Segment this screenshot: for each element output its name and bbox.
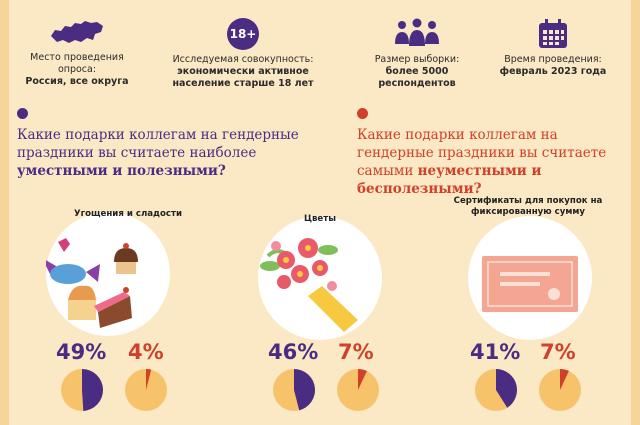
useless-flowers-pie-slice	[358, 369, 367, 390]
place-label: Место проведения опроса:	[30, 52, 124, 75]
category-certificates-label: Сертификаты для покупок на фиксированную…	[453, 196, 603, 217]
category-flowers-label: Цветы	[304, 214, 336, 224]
question-useless: Какие подарки коллегам на гендерные праз…	[357, 126, 627, 198]
header-place: Место проведения опроса: Россия, все окр…	[22, 18, 132, 88]
time-label: Время проведения:	[504, 54, 602, 65]
sweets-illustration-icon	[42, 238, 138, 328]
question-useful-bold: уместными и полезными?	[17, 163, 226, 179]
useful-pct-sweets: 49%	[56, 340, 107, 364]
header-sample: Размер выборки: более 5000 респондентов	[362, 18, 472, 90]
useless-pct-sweets: 4%	[128, 340, 164, 364]
sweets-circle	[42, 212, 170, 336]
flowers-circle	[258, 216, 382, 340]
audience-label: Исследуемая совокупность:	[172, 54, 314, 65]
left-edge	[0, 0, 9, 425]
question-useless-bold: неуместными и бесполезными?	[357, 163, 542, 197]
useless-pct-certificates: 7%	[540, 340, 576, 364]
sample-label: Размер выборки:	[374, 54, 460, 65]
header-audience: 18+ Исследуемая совокупность: экономичес…	[168, 18, 318, 90]
useful-pct-certificates: 41%	[470, 340, 521, 364]
useless-sweets-pie-slice	[146, 369, 152, 390]
question-useless-plain: Какие подарки коллегам на гендерные праз…	[357, 127, 607, 179]
question-useful: Какие подарки коллегам на гендерные праз…	[17, 126, 307, 180]
calendar-icon	[539, 19, 567, 48]
useful-pie-certificates	[475, 369, 517, 411]
audience-value: экономически активное население старше 1…	[172, 66, 314, 89]
category-sweets-label: Угощения и сладости	[74, 209, 182, 219]
useless-certificates-pie-slice	[560, 369, 569, 390]
useful-pie-sweets	[61, 369, 103, 411]
sample-value: более 5000 респондентов	[378, 66, 456, 89]
useful-flowers-pie-slice	[294, 369, 315, 411]
place-value: Россия, все округа	[25, 76, 129, 87]
useless-pie-flowers	[337, 369, 379, 411]
certificate-circle	[468, 216, 592, 340]
header-time: Время проведения: февраль 2023 года	[498, 18, 608, 78]
flowers-bouquet-icon	[260, 238, 358, 332]
useful-pie-flowers	[273, 369, 315, 411]
useless-pct-flowers: 7%	[338, 340, 374, 364]
useful-certificates-pie-slice	[496, 369, 517, 408]
people-group-icon	[395, 18, 439, 46]
time-value: февраль 2023 года	[499, 66, 607, 77]
useful-sweets-pie-slice	[82, 369, 103, 411]
right-edge	[631, 0, 640, 425]
useless-marker-dot	[357, 108, 368, 119]
useless-pie-sweets	[125, 369, 167, 411]
question-useful-plain: Какие подарки коллегам на гендерные праз…	[17, 127, 299, 161]
useful-pct-flowers: 46%	[268, 340, 319, 364]
useful-marker-dot	[17, 108, 28, 119]
certificate-icon	[482, 256, 578, 312]
russia-map-icon	[51, 21, 103, 43]
useless-pie-certificates	[539, 369, 581, 411]
age-badge-icon: 18+	[227, 18, 259, 50]
